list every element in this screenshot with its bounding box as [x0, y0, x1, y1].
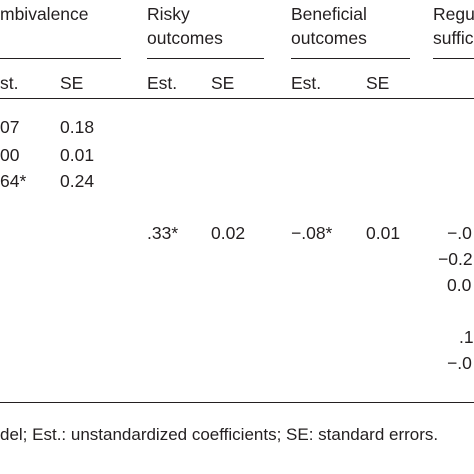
header-beneficial-line1: Beneficial — [291, 4, 367, 24]
beneficial-se-row4: 0.01 — [366, 223, 401, 243]
beneficial-est-row4: −.08* — [291, 223, 333, 243]
header-risky-line2: outcomes — [147, 28, 223, 48]
risky-se-row4: 0.02 — [211, 223, 246, 243]
ambivalence-est-row3: 64* — [0, 171, 27, 191]
subheader-ambivalence-est: st. — [0, 73, 19, 93]
ambivalence-est-row2: 00 — [0, 145, 20, 165]
rule-risky — [147, 58, 264, 59]
regulatory-est-row6: 0.0 — [447, 275, 472, 295]
header-risky-line1: Risky — [147, 4, 190, 24]
regulatory-est-row5: −0.2 — [438, 249, 473, 269]
ambivalence-se-row2: 0.01 — [60, 145, 95, 165]
ambivalence-se-row3: 0.24 — [60, 171, 95, 191]
regulatory-est-row8: −.0 — [447, 353, 472, 373]
ambivalence-se-row1: 0.18 — [60, 117, 95, 137]
risky-est-row4: .33* — [147, 223, 179, 243]
subheader-ambivalence-se: SE — [60, 73, 84, 93]
subheader-beneficial-est: Est. — [291, 73, 322, 93]
rule-beneficial — [291, 58, 410, 59]
header-beneficial-line2: outcomes — [291, 28, 367, 48]
header-ambivalence: mbivalence — [0, 4, 89, 24]
subheader-risky-est: Est. — [147, 73, 178, 93]
subheader-risky-se: SE — [211, 73, 235, 93]
subheader-beneficial-se: SE — [366, 73, 390, 93]
ambivalence-est-row1: 07 — [0, 117, 20, 137]
rule-bottom — [0, 402, 474, 403]
regulatory-est-row4: −.0 — [447, 223, 472, 243]
rule-ambivalence — [0, 58, 121, 59]
rule-subheader — [0, 98, 474, 99]
header-regulatory-line1: Regu — [433, 4, 474, 24]
table-footnote: del; Est.: unstandardized coefficients; … — [0, 425, 439, 444]
header-regulatory-line2: suffic — [433, 28, 474, 48]
rule-regulatory — [433, 58, 474, 59]
regulatory-est-row7: .1 — [459, 327, 474, 347]
